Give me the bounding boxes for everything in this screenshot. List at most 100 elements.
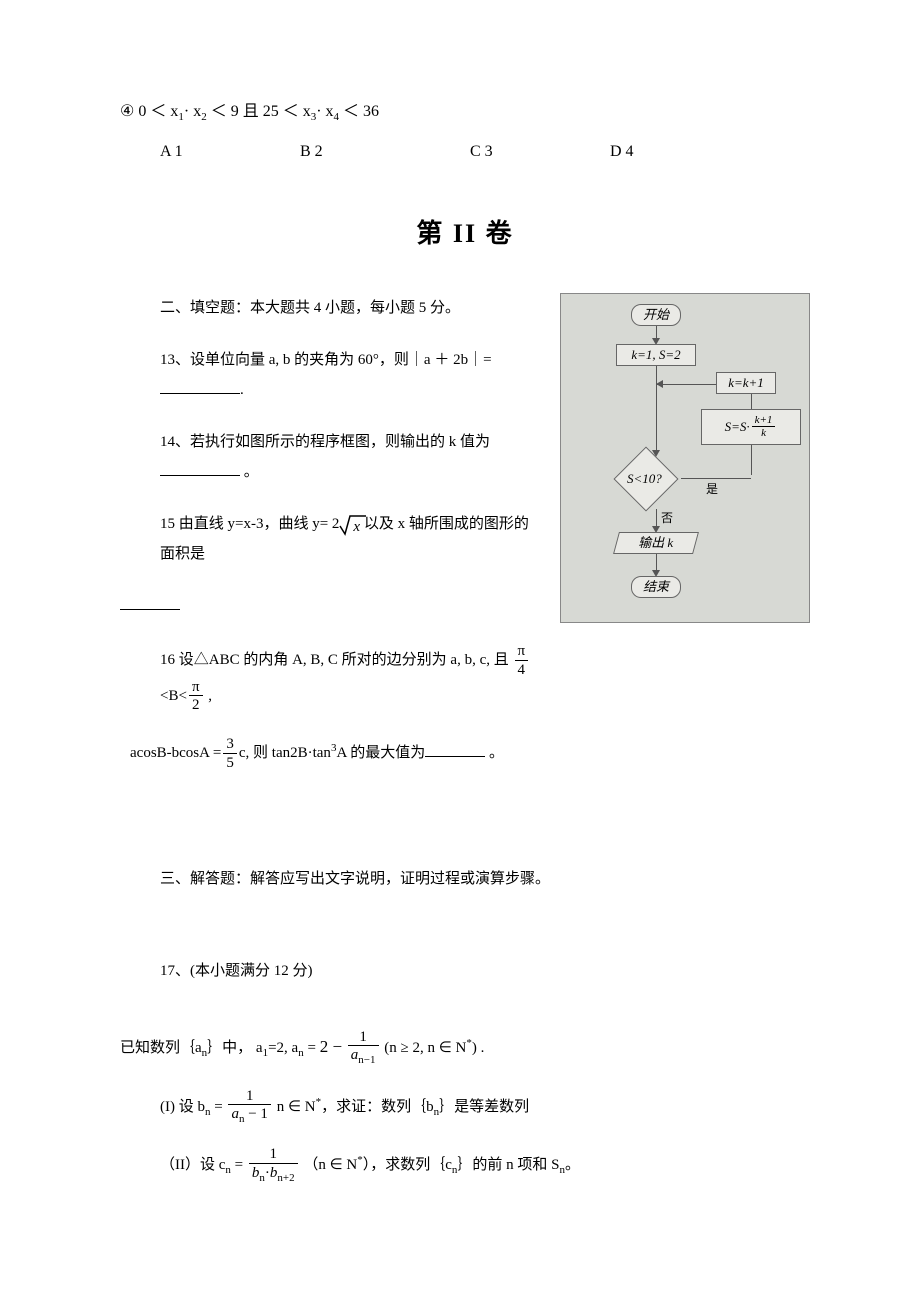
fraction: k+1 k: [752, 414, 776, 440]
numerator: 3: [223, 736, 237, 754]
q13: 13、设单位向量 a, b 的夹角为 60°，则｜a ＋ 2b｜=.: [160, 345, 540, 405]
fc-update: S=S· k+1 k: [701, 409, 801, 445]
two-column-region: 二、填空题：本大题共 4 小题，每小题 5 分。 13、设单位向量 a, b 的…: [120, 293, 810, 794]
text: ＜ 9 且 25 ＜ x: [207, 103, 311, 120]
denominator: k: [752, 427, 776, 440]
option-a: A 1: [160, 140, 300, 164]
denominator: 4: [515, 661, 529, 679]
option-c: C 3: [470, 140, 610, 164]
text: =2, a: [268, 1040, 298, 1056]
fill-blank: [425, 742, 485, 757]
statement-4: ④ 0 ＜ x1· x2 ＜ 9 且 25 ＜ x3· x4 ＜ 36: [120, 100, 810, 126]
text: n ∈ N: [277, 1098, 316, 1114]
text: =: [211, 1098, 223, 1114]
text: 14、若执行如图所示的程序框图，则输出的 k 值为: [160, 434, 490, 450]
label: 结束: [643, 577, 669, 597]
fc-end: 结束: [631, 576, 681, 598]
text: 。: [240, 464, 259, 480]
fill-blank: [160, 379, 240, 394]
right-column: 开始 k=1, S=2 k=k+1 S=S· k+1 k: [560, 293, 810, 623]
denominator: 2: [189, 696, 203, 714]
option-d: D 4: [610, 140, 710, 164]
fc-start: 开始: [631, 304, 681, 326]
numerator: 1: [249, 1146, 298, 1164]
q17-head: 17、(本小题满分 12 分): [160, 956, 810, 986]
text: acosB-bcosA =: [130, 745, 221, 761]
text: <B<: [160, 688, 187, 704]
radicand: x: [353, 519, 360, 535]
denominator: an − 1: [228, 1105, 270, 1126]
text: ），求数列｛c: [363, 1157, 452, 1173]
q14: 14、若执行如图所示的程序框图，则输出的 k 值为 。: [160, 427, 540, 487]
fc-line: [681, 478, 751, 479]
text: ｝是等差数列: [439, 1098, 529, 1114]
text: =: [304, 1040, 316, 1056]
label: 输出 k: [638, 533, 673, 553]
fc-line: [751, 394, 752, 409]
denominator: an−1: [348, 1046, 379, 1067]
fc-init: k=1, S=2: [616, 344, 696, 366]
text: 已知数列｛a: [120, 1040, 202, 1056]
text: x: [189, 103, 201, 120]
text: ) .: [472, 1040, 485, 1056]
text: （n ∈ N: [303, 1157, 357, 1173]
fc-line: [656, 384, 657, 452]
arrow-left-icon: [656, 380, 663, 388]
text: c, 则 tan2B·tan: [239, 745, 331, 761]
fraction: 1 an−1: [348, 1029, 379, 1068]
section-2-heading: 二、填空题：本大题共 4 小题，每小题 5 分。: [160, 293, 540, 323]
numerator: π: [189, 679, 203, 697]
flowchart: 开始 k=1, S=2 k=k+1 S=S· k+1 k: [560, 293, 810, 623]
fc-no-label: 否: [661, 509, 673, 527]
sqrt-expr: 2x: [332, 509, 360, 539]
fraction: 35: [223, 736, 237, 772]
options-row: A 1 B 2 C 3 D 4: [120, 140, 810, 164]
text: (n ≥ 2, n ∈ N: [384, 1040, 466, 1056]
text: − 1: [244, 1106, 267, 1122]
label: k=k+1: [728, 373, 764, 393]
fc-line: [751, 445, 752, 475]
label: 开始: [643, 305, 669, 325]
fraction: 1 bn·bn+2: [249, 1146, 298, 1185]
text: a: [231, 1106, 239, 1122]
coef: 2: [332, 516, 340, 532]
fc-cond-label: S<10?: [627, 469, 662, 489]
numerator: 1: [228, 1088, 270, 1106]
label: k=1, S=2: [631, 345, 680, 365]
text: ④ 0 ＜ x: [120, 103, 178, 120]
left-column: 二、填空题：本大题共 4 小题，每小题 5 分。 13、设单位向量 a, b 的…: [120, 293, 560, 794]
q15-blank-row: [120, 591, 540, 621]
fraction: 1 an − 1: [228, 1088, 270, 1127]
section-2-title: 第 II 卷: [120, 214, 810, 253]
fill-blank: [160, 461, 240, 476]
text: ＜ 36: [339, 103, 379, 120]
section-3-heading: 三、解答题：解答应写出文字说明，证明过程或演算步骤。: [160, 864, 810, 894]
fc-yes-label: 是: [706, 480, 718, 498]
text: （II）设 c: [160, 1157, 225, 1173]
page: ④ 0 ＜ x1· x2 ＜ 9 且 25 ＜ x3· x4 ＜ 36 A 1 …: [0, 0, 920, 1285]
fraction: π2: [189, 679, 203, 715]
text: ，求证：数列｛b: [321, 1098, 434, 1114]
text: ｝的前 n 项和 S: [457, 1157, 559, 1173]
text: (I) 设 b: [160, 1098, 205, 1114]
q17-part2: （II）设 cn = 1 bn·bn+2 （n ∈ N*），求数列｛cn｝的前 …: [160, 1146, 810, 1185]
text: 。: [565, 1157, 580, 1173]
q16-line1: 16 设△ABC 的内角 A, B, C 所对的边分别为 a, b, c, 且 …: [160, 643, 540, 714]
numerator: 1: [348, 1029, 379, 1047]
numerator: π: [515, 643, 529, 661]
text: 2 −: [320, 1037, 342, 1056]
subscript: n+2: [277, 1172, 294, 1184]
text: ｝中， a: [207, 1040, 262, 1056]
text: =: [231, 1157, 247, 1173]
text: 13、设单位向量 a, b 的夹角为 60°，则｜a ＋ 2b｜=: [160, 352, 492, 368]
text: 16 设△ABC 的内角 A, B, C 所对的边分别为 a, b, c, 且: [160, 652, 509, 668]
q17-part1: (I) 设 bn = 1 an − 1 n ∈ N*，求证：数列｛bn｝是等差数…: [160, 1088, 810, 1127]
fc-inc: k=k+1: [716, 372, 776, 394]
text: x: [322, 103, 334, 120]
q15: 15 由直线 y=x-3，曲线 y= 2x 以及 x 轴所围成的图形的面积是: [160, 509, 540, 570]
text: .: [240, 382, 244, 398]
label: S=S·: [725, 417, 750, 437]
text: 15 由直线 y=x-3，曲线 y=: [160, 516, 332, 532]
denominator: bn·bn+2: [249, 1164, 298, 1185]
fill-blank: [120, 595, 180, 610]
